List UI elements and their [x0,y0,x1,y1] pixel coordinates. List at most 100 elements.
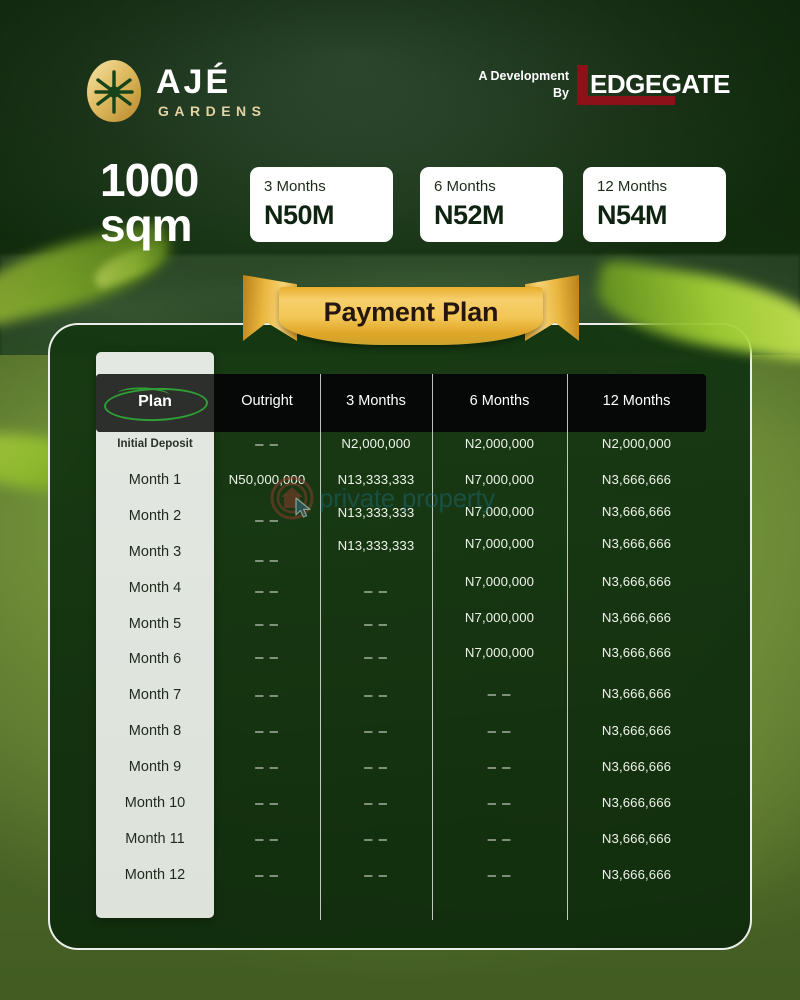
table-cell: – – [255,582,279,600]
table-cell: N3,666,666 [601,830,672,846]
developer-line2: By [553,85,570,100]
table-row-label: Month 9 [128,759,182,776]
table-cell: N2,000,000 [601,436,672,451]
price-card-amount: N54M [597,200,668,230]
table-row-label: Month 8 [128,723,182,740]
table-header-6-months: 6 Months [469,393,530,409]
table-cell: – – [364,615,388,633]
table-cell: – – [364,687,388,705]
table-cell: – – [255,795,279,812]
ribbon-body [279,287,543,345]
price-card-12-months[interactable]: 12 Months N54M [583,167,726,242]
table-cell: N13,333,333 [337,471,415,487]
table-cell: – – [364,830,388,848]
table-cell: N7,000,000 [464,645,535,661]
table-cell: – – [487,795,512,812]
table-row-label: Month 10 [124,795,186,811]
table-cell: – – [255,759,279,777]
table-cell: – – [255,649,279,667]
price-card-term: 3 Months [264,178,326,195]
edgegate-wordmark: EDGEGATE [590,69,730,100]
brand-logo: AJÉ GARDENS [84,58,267,124]
payment-plan-table: Plan Outright 3 Months 6 Months 12 Months Ini… [96,352,706,920]
table-cell: N50,000,000 [228,471,306,487]
table-cell: N7,000,000 [464,535,535,551]
table-cell: N3,666,666 [601,645,672,661]
price-summary-row: 1000 sqm 3 Months N50M 6 Months N52M 12 … [0,150,800,260]
table-row-label: Month 4 [128,579,182,596]
table-cell: N3,666,666 [601,866,672,882]
price-card-6-months[interactable]: 6 Months N52M [420,167,563,242]
edgegate-logo: EDGEGATE [577,65,730,106]
table-cell: N2,000,000 [464,436,535,451]
poster-header: AJÉ GARDENS A Development By EDGEGATE [0,0,800,150]
table-cell: – – [487,686,512,704]
table-header-3-months: 3 Months [346,393,406,409]
table-header-plan-label: Plan [138,393,172,410]
brand-title: AJÉ [156,62,232,101]
table-cell: – – [487,830,512,848]
aje-leaf-tree-logo-icon [84,58,144,124]
table-cell: – – [255,615,279,633]
price-card-amount: N52M [434,200,505,230]
table-cell: – – [487,759,512,777]
ribbon-title: Payment Plan [323,297,499,327]
payment-plan-ribbon [243,269,579,351]
table-cell: – – [364,759,388,777]
table-row-label: Month 2 [128,507,182,524]
table-row-label: Month 7 [128,687,182,704]
table-row-label: Month 1 [128,471,182,488]
table-cell: – – [364,582,388,600]
table-cell: N3,666,666 [601,503,672,519]
table-cell: N7,000,000 [464,573,535,589]
table-cell: – – [255,511,279,529]
table-cell: – – [364,795,388,812]
table-row-label: Month 11 [125,830,185,847]
table-cell: N3,666,666 [601,573,672,589]
table-cell: N3,666,666 [601,723,672,739]
table-row-label: Month 3 [128,543,182,560]
table-cell: N13,333,333 [337,504,415,520]
table-header-outright: Outright [241,393,293,409]
table-cell: N3,666,666 [601,609,672,625]
table-cell: N3,666,666 [601,795,672,810]
table-cell: N2,000,000 [341,436,411,451]
table-cell: – – [487,866,512,884]
plot-size-unit: sqm [100,199,193,252]
table-cell: N3,666,666 [601,686,672,702]
table-cell: – – [255,830,279,848]
table-cell: – – [487,723,512,741]
table-cell: N7,000,000 [464,471,535,487]
price-card-term: 12 Months [597,178,668,195]
plot-size-number: 1000 [100,154,199,206]
table-cell: – – [255,436,279,453]
table-column-divider [432,374,434,920]
table-column-divider [320,374,322,920]
plot-size: 1000 sqm [100,157,199,252]
table-row-label: Month 12 [124,866,186,883]
table-cell: N3,666,666 [601,471,672,487]
developer-line1: A Development [478,69,570,83]
table-column-divider [567,374,569,920]
plan-column-panel [96,352,214,918]
price-card-3-months[interactable]: 3 Months N50M [250,167,393,242]
price-card-amount: N50M [264,200,335,230]
table-cell: – – [255,866,279,884]
table-cell: N3,666,666 [601,759,672,775]
table-cell: – – [255,723,279,741]
developer-credit: A Development By EDGEGATE [478,65,730,106]
edgegate-bracket-icon [577,65,676,106]
brand-subtitle: GARDENS [158,102,267,119]
table-cell: – – [364,866,388,884]
table-cell: – – [255,551,279,569]
price-card-term: 6 Months [434,178,496,195]
table-cell: N13,333,333 [337,537,415,553]
table-cell: – – [364,723,388,741]
table-row-label: Month 5 [128,615,182,632]
table-cell: – – [364,649,388,667]
table-cell: N7,000,000 [464,609,535,625]
table-row-label: Month 6 [128,651,182,668]
table-cell: N7,000,000 [464,503,535,519]
table-cell: – – [255,687,279,705]
